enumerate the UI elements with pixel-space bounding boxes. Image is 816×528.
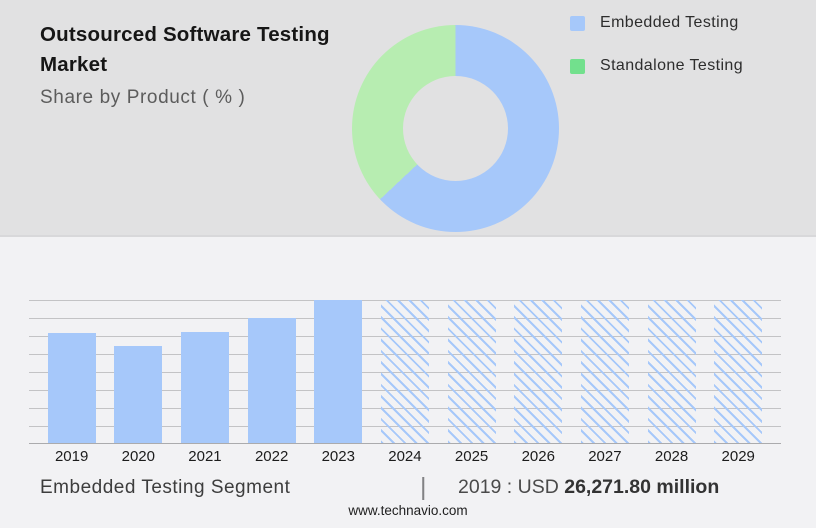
bar-2025 [447,300,496,443]
x-tick-label-2025: 2025 [454,448,489,465]
segment-caption: Embedded Testing Segment [40,477,291,498]
x-tick-label-2028: 2028 [654,448,689,465]
page-title: Outsourced Software Testing Market [40,23,330,76]
x-tick-label-2021: 2021 [188,448,222,465]
value-prefix: 2019 : USD [458,476,559,498]
legend-item-embedded-testing: Embedded Testing [570,14,743,32]
bar-chart-section: 2019 2020 2021 2022 2023 2024 2025 2026 2027 2028… [0,239,816,528]
bar-2023 [314,300,363,443]
legend-swatch-green-icon [570,58,585,74]
x-tick-label-2020: 2020 [121,448,155,465]
page-subtitle: Share by Product ( % ) [40,87,246,108]
title-block: Outsourced Software Testing Market Share… [40,20,350,109]
donut-hole [403,76,508,181]
x-tick-label-2027: 2027 [588,448,622,465]
bar-plot [29,300,781,444]
bar-2029 [714,300,763,443]
bar-2019 [47,332,96,443]
bar-2028 [647,300,696,443]
legend-swatch-blue-icon [570,15,585,31]
bar-2024 [380,300,429,443]
bar-2027 [580,300,629,443]
x-tick-label-2029: 2029 [721,448,755,465]
x-tick-label-2022: 2022 [254,448,289,465]
x-tick-label-2026: 2026 [521,448,555,465]
donut-chart [352,25,559,232]
value-amount: 26,271.80 million [564,476,720,498]
x-tick-label-2023: 2023 [321,448,355,465]
caption-separator: | [420,473,427,501]
x-tick-label-2019: 2019 [54,448,89,465]
top-section: Outsourced Software Testing Market Share… [0,0,816,237]
legend: Embedded Testing Standalone Testing [570,14,743,100]
bar-2022 [247,317,296,443]
x-tick-label-2024: 2024 [388,448,422,465]
x-axis-labels: 2019 2020 2021 2022 2023 2024 2025 2026 2027 2028… [29,448,781,465]
caption-row: Embedded Testing Segment | 2019 : USD 26… [0,473,816,503]
segment-value: 2019 : USD 26,271.80 million [458,476,719,499]
website-link[interactable]: www.technavio.com [348,503,468,518]
legend-label: Embedded Testing [600,14,739,31]
legend-label: Standalone Testing [600,57,744,74]
legend-item-standalone-testing: Standalone Testing [570,57,743,75]
bar-2021 [180,332,229,443]
bar-2026 [514,300,563,443]
bar-2020 [114,345,163,443]
